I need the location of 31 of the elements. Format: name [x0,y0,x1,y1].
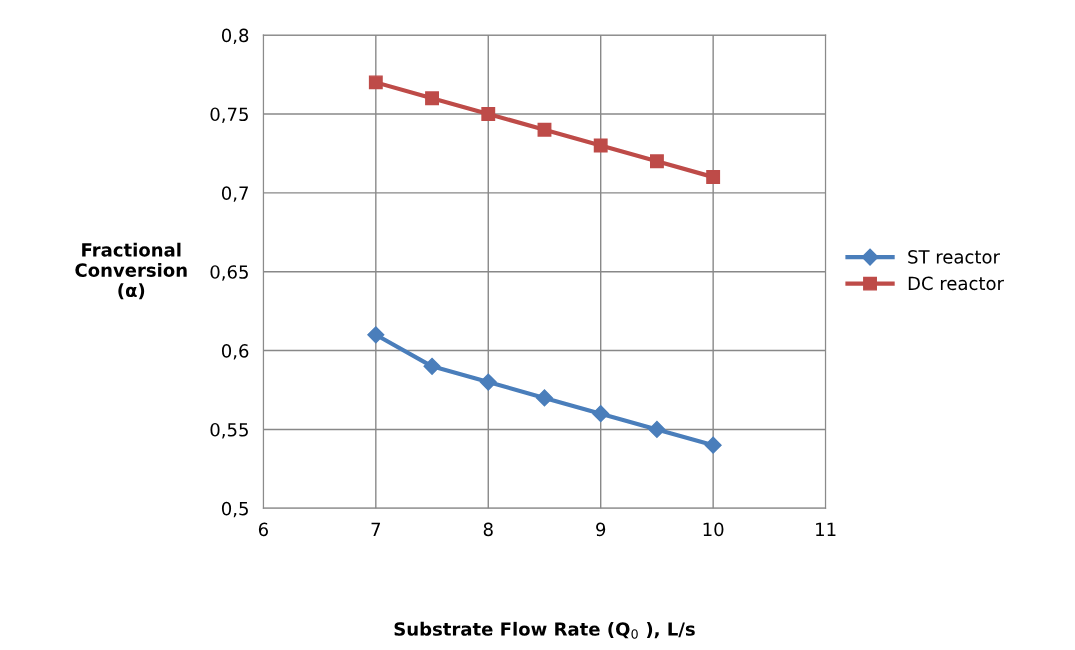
point [537,122,552,137]
point [593,138,608,153]
y-axis-title: Fractional Conversion (α) [75,242,187,300]
y-tick-label: 0,6 [221,344,249,360]
x-tick-label: 9 [596,522,606,537]
y-tick-label: 0,7 [221,186,248,202]
y-tick-label: 0,8 [221,28,249,45]
point [481,107,496,121]
point [648,420,666,438]
y-tick-label: 0,55 [210,422,248,439]
point [704,436,722,454]
x-tick-label: 8 [483,522,493,537]
legend-label: ST reactor [908,250,1000,264]
x-tick-label: 10 [703,522,724,537]
x-tick-label: 11 [816,522,836,536]
point [367,326,385,344]
y-tick-label: 0,75 [210,107,248,123]
x-tick-label: 7 [371,522,381,536]
point [706,170,721,185]
x-axis-title: Substrate Flow Rate (Q$_{0}$ ), L/s [394,621,695,639]
y-tick-label: 0,65 [210,265,248,281]
point [592,405,610,423]
point [479,373,497,391]
x-tick-label: 6 [258,522,268,537]
point [535,389,554,407]
point [649,154,664,169]
y-tick-label: 0,5 [221,501,248,518]
point [368,75,383,90]
point [423,357,441,375]
point [425,91,439,106]
legend-label: DC reactor [908,276,1004,291]
